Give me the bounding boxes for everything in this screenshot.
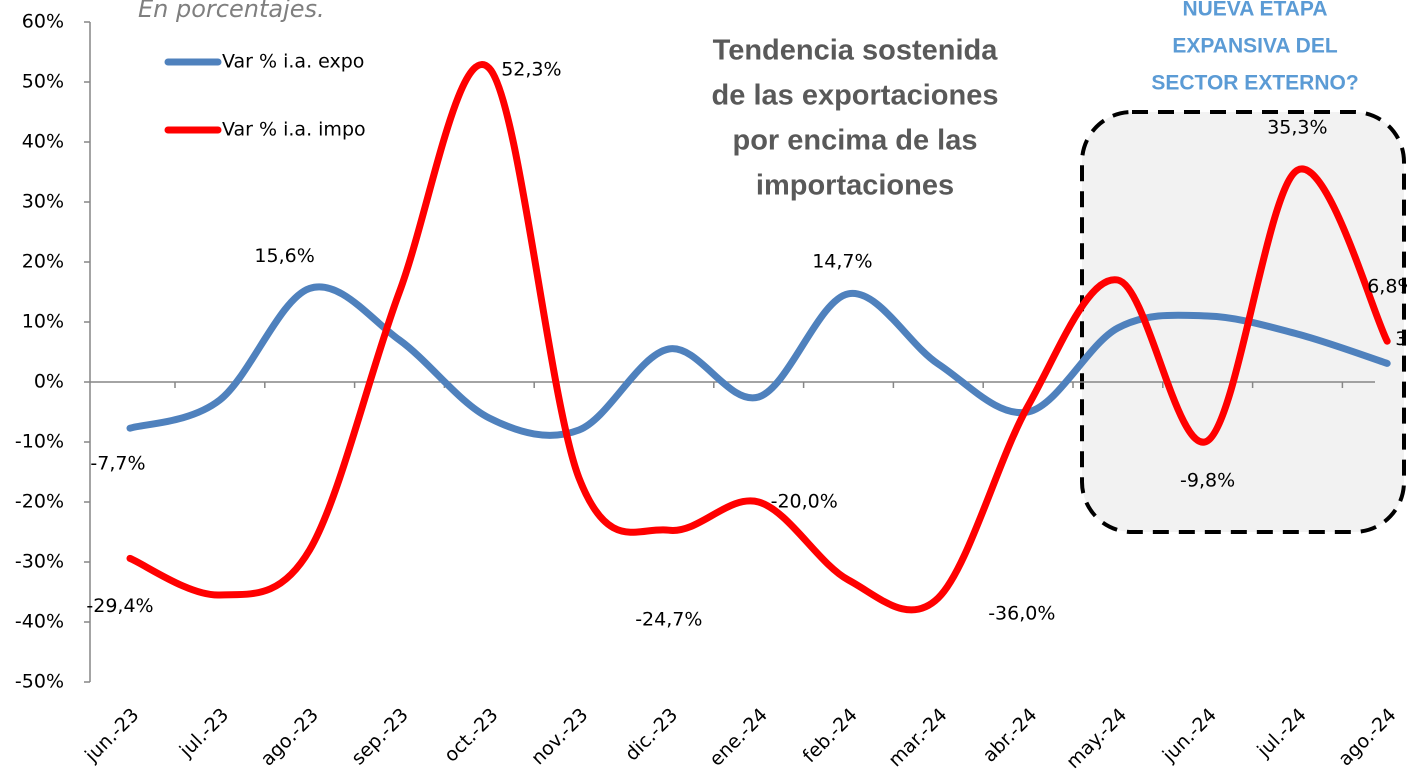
y-tick-label: -50% xyxy=(15,671,64,693)
x-tick-label: abr.-24 xyxy=(979,704,1042,767)
data-label: 15,6% xyxy=(254,245,314,267)
x-tick-label: mar.-24 xyxy=(884,704,951,771)
data-label: 6,8% xyxy=(1367,276,1407,298)
x-tick-label: nov.-23 xyxy=(527,704,592,769)
data-label: -20,0% xyxy=(771,491,838,513)
x-tick-label: jun.-23 xyxy=(80,704,143,767)
data-label: -7,7% xyxy=(90,453,145,475)
y-tick-label: 40% xyxy=(22,131,64,153)
y-tick-label: 20% xyxy=(22,251,64,273)
legend-label: Var % i.a. expo xyxy=(222,51,364,73)
x-tick-label: ago.-23 xyxy=(257,704,324,771)
data-label: -9,8% xyxy=(1180,469,1235,491)
y-tick-label: -40% xyxy=(15,611,64,633)
y-tick-label: -30% xyxy=(15,551,64,573)
data-label: -36,0% xyxy=(988,603,1055,625)
y-tick-label: -20% xyxy=(15,491,64,513)
x-tick-label: sep.-23 xyxy=(347,704,413,770)
chart-subtitle: En porcentajes. xyxy=(138,0,325,23)
y-tick-label: 60% xyxy=(22,11,64,33)
y-tick-label: -10% xyxy=(15,431,64,453)
data-label: 35,3% xyxy=(1267,117,1327,139)
x-tick-label: dic.-23 xyxy=(621,704,682,765)
data-label: -29,4% xyxy=(86,595,153,617)
highlight-text: SECTOR EXTERNO? xyxy=(1151,72,1358,95)
chart: En porcentajes. Tendencia sostenida de la… xyxy=(0,0,1407,779)
data-label: -24,7% xyxy=(635,609,702,631)
x-tick-label: jul.-23 xyxy=(175,704,233,762)
highlight-text: NUEVA ETAPA xyxy=(1182,0,1327,21)
x-tick-label: oct.-23 xyxy=(440,704,503,767)
annotation: Tendencia sostenida xyxy=(713,35,999,67)
annotation: de las exportaciones xyxy=(712,80,999,112)
x-tick-label: ene.-24 xyxy=(705,704,772,771)
annotation: por encima de las xyxy=(733,125,978,157)
data-label: 14,7% xyxy=(812,250,872,272)
y-tick-label: 0% xyxy=(34,371,64,393)
data-label: 3,1% xyxy=(1395,328,1407,350)
data-label: 52,3% xyxy=(501,59,561,81)
annotation: importaciones xyxy=(756,170,954,202)
legend-label: Var % i.a. impo xyxy=(222,119,366,141)
x-tick-label: jul.-24 xyxy=(1252,704,1310,762)
y-tick-label: 10% xyxy=(22,311,64,333)
x-tick-label: may.-24 xyxy=(1062,704,1131,773)
highlight-text: EXPANSIVA DEL xyxy=(1172,35,1337,58)
x-tick-label: jun.-24 xyxy=(1158,704,1221,767)
x-tick-label: feb.-24 xyxy=(799,704,862,767)
y-tick-label: 30% xyxy=(22,191,64,213)
y-tick-label: 50% xyxy=(22,71,64,93)
x-tick-label: ago.-24 xyxy=(1334,704,1401,771)
